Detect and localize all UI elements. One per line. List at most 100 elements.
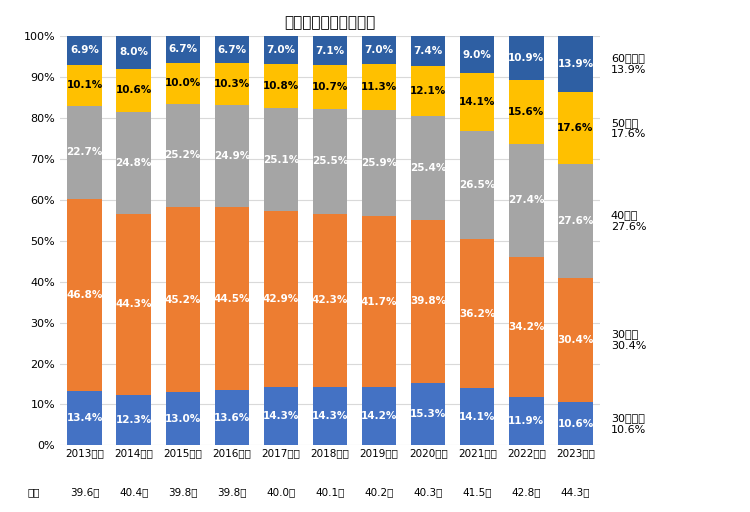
Text: 10.3%: 10.3% (214, 79, 250, 90)
Bar (313, 36, 347, 66)
Bar (558, 92, 592, 164)
Bar (116, 214, 151, 395)
Text: 6.7%: 6.7% (217, 45, 247, 55)
Text: 41.7%: 41.7% (361, 297, 398, 307)
Text: 25.1%: 25.1% (262, 155, 299, 165)
Text: 7.4%: 7.4% (413, 46, 442, 56)
Bar (68, 36, 102, 65)
Bar (264, 109, 298, 211)
Text: 34.2%: 34.2% (509, 322, 544, 332)
Text: 17.6%: 17.6% (557, 123, 594, 134)
Bar (68, 65, 102, 106)
Text: 40.0歳: 40.0歳 (266, 487, 296, 497)
Text: 44.3%: 44.3% (116, 300, 152, 309)
Text: 13.4%: 13.4% (66, 413, 103, 423)
Bar (116, 69, 151, 112)
Bar (313, 214, 347, 387)
Bar (509, 36, 544, 80)
Bar (411, 36, 446, 66)
Bar (68, 199, 102, 391)
Text: 14.2%: 14.2% (361, 411, 398, 421)
Text: 36.2%: 36.2% (459, 309, 496, 318)
Bar (509, 397, 544, 445)
Text: 40.4歳: 40.4歳 (119, 487, 148, 497)
Text: 30.4%: 30.4% (557, 335, 594, 345)
Bar (509, 144, 544, 257)
Text: 40.3歳: 40.3歳 (413, 487, 442, 497)
Bar (214, 36, 249, 63)
Bar (313, 109, 347, 214)
Text: 24.9%: 24.9% (214, 152, 250, 161)
Text: 26.5%: 26.5% (459, 180, 496, 190)
Text: 10.8%: 10.8% (262, 81, 299, 91)
Text: 7.0%: 7.0% (266, 45, 296, 55)
Bar (116, 112, 151, 214)
Text: 39.8%: 39.8% (410, 296, 446, 306)
Text: 14.3%: 14.3% (262, 411, 299, 421)
Bar (166, 207, 200, 392)
Bar (460, 131, 494, 240)
Bar (116, 395, 151, 445)
Text: 50歳代
17.6%: 50歳代 17.6% (610, 118, 646, 139)
Bar (362, 111, 396, 217)
Title: 年齢（全体・構成比）: 年齢（全体・構成比） (284, 15, 376, 31)
Bar (214, 63, 249, 105)
Text: 11.9%: 11.9% (509, 416, 544, 426)
Bar (264, 64, 298, 109)
Text: 44.3歳: 44.3歳 (561, 487, 590, 497)
Text: 25.5%: 25.5% (312, 156, 348, 166)
Text: 39.8歳: 39.8歳 (217, 487, 247, 497)
Bar (509, 80, 544, 144)
Text: 42.9%: 42.9% (262, 294, 299, 304)
Text: 10.0%: 10.0% (164, 78, 201, 89)
Text: 8.0%: 8.0% (119, 47, 148, 57)
Text: 15.6%: 15.6% (509, 108, 544, 117)
Text: 46.8%: 46.8% (66, 290, 103, 300)
Bar (460, 36, 494, 73)
Bar (214, 207, 249, 390)
Bar (264, 387, 298, 445)
Text: 42.3%: 42.3% (312, 295, 348, 305)
Text: 12.3%: 12.3% (116, 415, 152, 425)
Text: 10.9%: 10.9% (509, 53, 544, 63)
Bar (166, 35, 200, 63)
Text: 22.7%: 22.7% (66, 147, 103, 157)
Text: 7.1%: 7.1% (316, 46, 344, 56)
Bar (558, 164, 592, 278)
Bar (116, 36, 151, 69)
Bar (214, 390, 249, 445)
Text: 13.6%: 13.6% (214, 413, 250, 422)
Bar (166, 392, 200, 445)
Bar (411, 220, 446, 383)
Text: 30歳未満
10.6%: 30歳未満 10.6% (610, 413, 646, 435)
Text: 27.4%: 27.4% (508, 196, 544, 205)
Text: 12.1%: 12.1% (410, 86, 446, 96)
Bar (362, 64, 396, 111)
Text: 60歳以上
13.9%: 60歳以上 13.9% (610, 53, 646, 75)
Text: 10.7%: 10.7% (312, 82, 348, 92)
Bar (313, 66, 347, 109)
Text: 45.2%: 45.2% (164, 294, 201, 305)
Bar (558, 278, 592, 402)
Bar (264, 35, 298, 64)
Bar (214, 105, 249, 207)
Text: 27.6%: 27.6% (557, 216, 594, 226)
Text: 7.0%: 7.0% (364, 45, 394, 55)
Text: 15.3%: 15.3% (410, 409, 446, 419)
Text: 40.1歳: 40.1歳 (315, 487, 345, 497)
Text: 25.9%: 25.9% (361, 158, 398, 168)
Bar (558, 35, 592, 92)
Text: 39.6歳: 39.6歳 (70, 487, 99, 497)
Text: 14.1%: 14.1% (459, 412, 496, 421)
Bar (411, 66, 446, 116)
Bar (558, 402, 592, 445)
Bar (460, 240, 494, 388)
Text: 11.3%: 11.3% (361, 82, 398, 92)
Bar (313, 387, 347, 445)
Text: 24.8%: 24.8% (116, 158, 152, 168)
Text: 25.2%: 25.2% (164, 151, 201, 160)
Text: 10.6%: 10.6% (557, 419, 593, 429)
Bar (166, 104, 200, 207)
Text: 9.0%: 9.0% (463, 50, 492, 60)
Bar (460, 73, 494, 131)
